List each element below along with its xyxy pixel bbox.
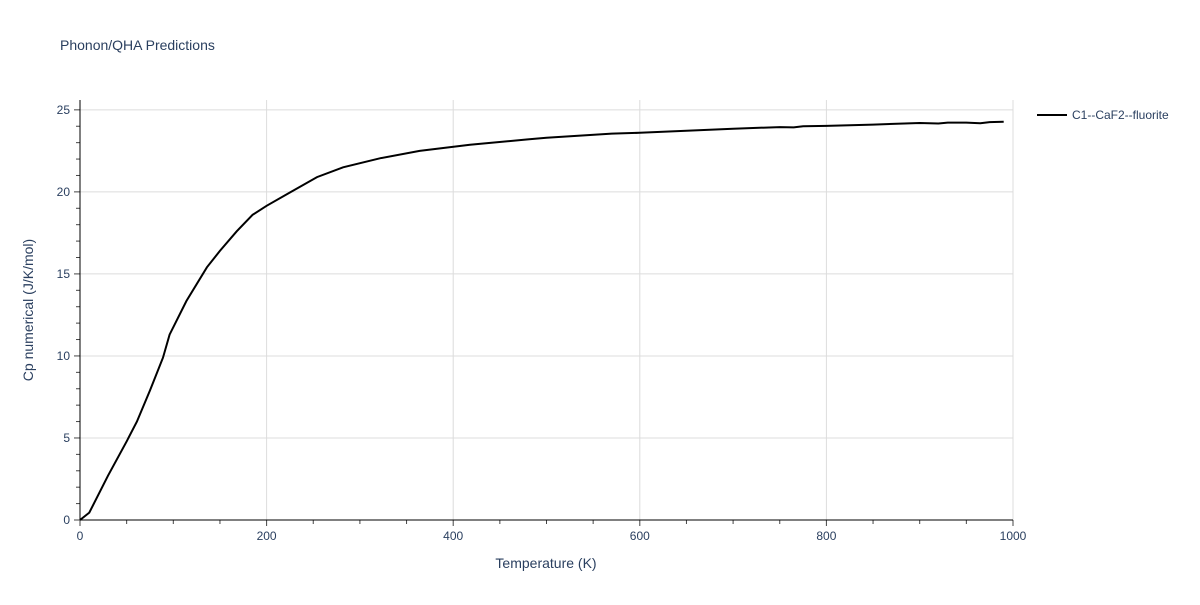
y-tick-label: 25	[57, 103, 71, 117]
grid	[80, 100, 1014, 520]
chart-title: Phonon/QHA Predictions	[60, 37, 215, 53]
x-tick-label: 400	[443, 529, 463, 543]
legend-label: C1--CaF2--fluorite	[1072, 108, 1169, 122]
y-tick-label: 5	[63, 431, 70, 445]
x-tick-label: 1000	[1000, 529, 1027, 543]
x-axis-label: Temperature (K)	[495, 555, 596, 571]
x-tick-label: 200	[257, 529, 277, 543]
x-tick-label: 600	[630, 529, 650, 543]
y-tick-label: 0	[63, 513, 70, 527]
legend-item[interactable]: C1--CaF2--fluorite	[1037, 108, 1169, 122]
ticks: 0 200 400 600 800 1000 0 5 10 15 20 25	[57, 103, 1027, 543]
x-tick-label: 800	[816, 529, 836, 543]
y-tick-label: 15	[57, 267, 71, 281]
x-tick-label: 0	[77, 529, 84, 543]
y-axis-label: Cp numerical (J/K/mol)	[20, 239, 36, 381]
y-tick-label: 20	[57, 185, 71, 199]
y-tick-label: 10	[57, 349, 71, 363]
series-line	[79, 120, 1004, 521]
